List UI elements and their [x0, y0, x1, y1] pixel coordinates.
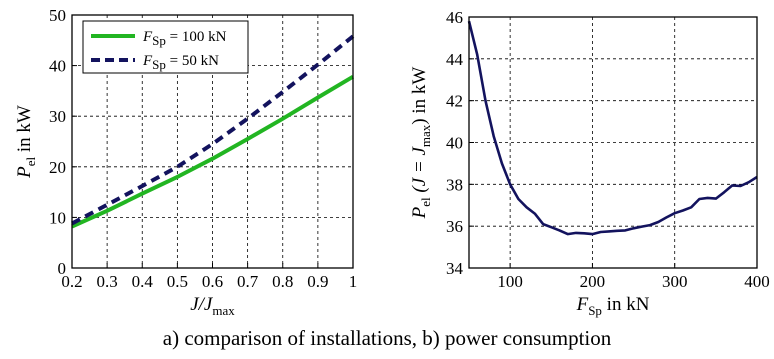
y-tick-label: 46: [446, 8, 463, 27]
x-tick-label: 0.5: [167, 272, 188, 291]
y-tick-label: 34: [446, 259, 464, 278]
x-tick-label: 1: [349, 272, 358, 291]
panel-b-tick-labels: 100 200 300 400 34 36 38 40 42 44 46: [446, 8, 770, 291]
x-tick-label: 0.7: [237, 272, 259, 291]
panel-a-x-axis-label: J/Jmax: [190, 294, 235, 318]
x-tick-label: 400: [744, 272, 770, 291]
y-tick-label: 40: [49, 57, 66, 76]
x-tick-label: 0.2: [61, 272, 82, 291]
legend-box: [82, 20, 249, 74]
panel-a-legend: FSp = 100 kN FSp = 50 kN: [82, 20, 249, 74]
series-line-1: [467, 20, 758, 236]
panel-a-frame: [71, 14, 354, 269]
legend-label-series-1: FSp = 100 kN: [142, 29, 227, 48]
x-tick-label: 0.8: [272, 272, 293, 291]
legend-label-series-2: FSp = 50 kN: [142, 53, 219, 72]
x-tick-label: 200: [580, 272, 606, 291]
x-tick-label: 300: [662, 272, 688, 291]
y-tick-label: 38: [446, 175, 463, 194]
y-tick-label: 10: [49, 208, 66, 227]
figure-caption: a) comparison of installations, b) power…: [162, 326, 612, 350]
panel-b-grid: [469, 16, 758, 269]
y-tick-label: 42: [446, 92, 463, 111]
x-tick-label: 0.3: [97, 272, 118, 291]
panel-a-y-axis-label: Pel in kW: [14, 105, 38, 179]
panel-a-series: [71, 34, 355, 229]
series-line-2: [71, 34, 355, 226]
panel-b-x-axis-label: FSp in kN: [576, 294, 650, 318]
x-tick-label: 100: [497, 272, 523, 291]
y-tick-label: 50: [49, 6, 66, 25]
y-tick-label: 40: [446, 134, 463, 153]
series-line-1: [71, 74, 355, 229]
panel-b-series: [467, 20, 758, 236]
panel-b-power-consumption-chart: 100 200 300 400 34 36 38 40 42 44 46 FSp in kN Pel…: [409, 8, 770, 318]
panel-b-frame: [468, 16, 758, 269]
y-tick-label: 44: [446, 50, 464, 69]
y-tick-label: 36: [446, 217, 463, 236]
x-tick-label: 0.4: [132, 272, 154, 291]
x-tick-label: 0.9: [307, 272, 328, 291]
panel-b-y-axis-label: Pel (J = Jmax) in kW: [409, 67, 433, 220]
y-tick-label: 20: [49, 158, 66, 177]
y-tick-label: 0: [58, 259, 67, 278]
y-tick-label: 30: [49, 107, 66, 126]
x-tick-label: 0.6: [202, 272, 223, 291]
